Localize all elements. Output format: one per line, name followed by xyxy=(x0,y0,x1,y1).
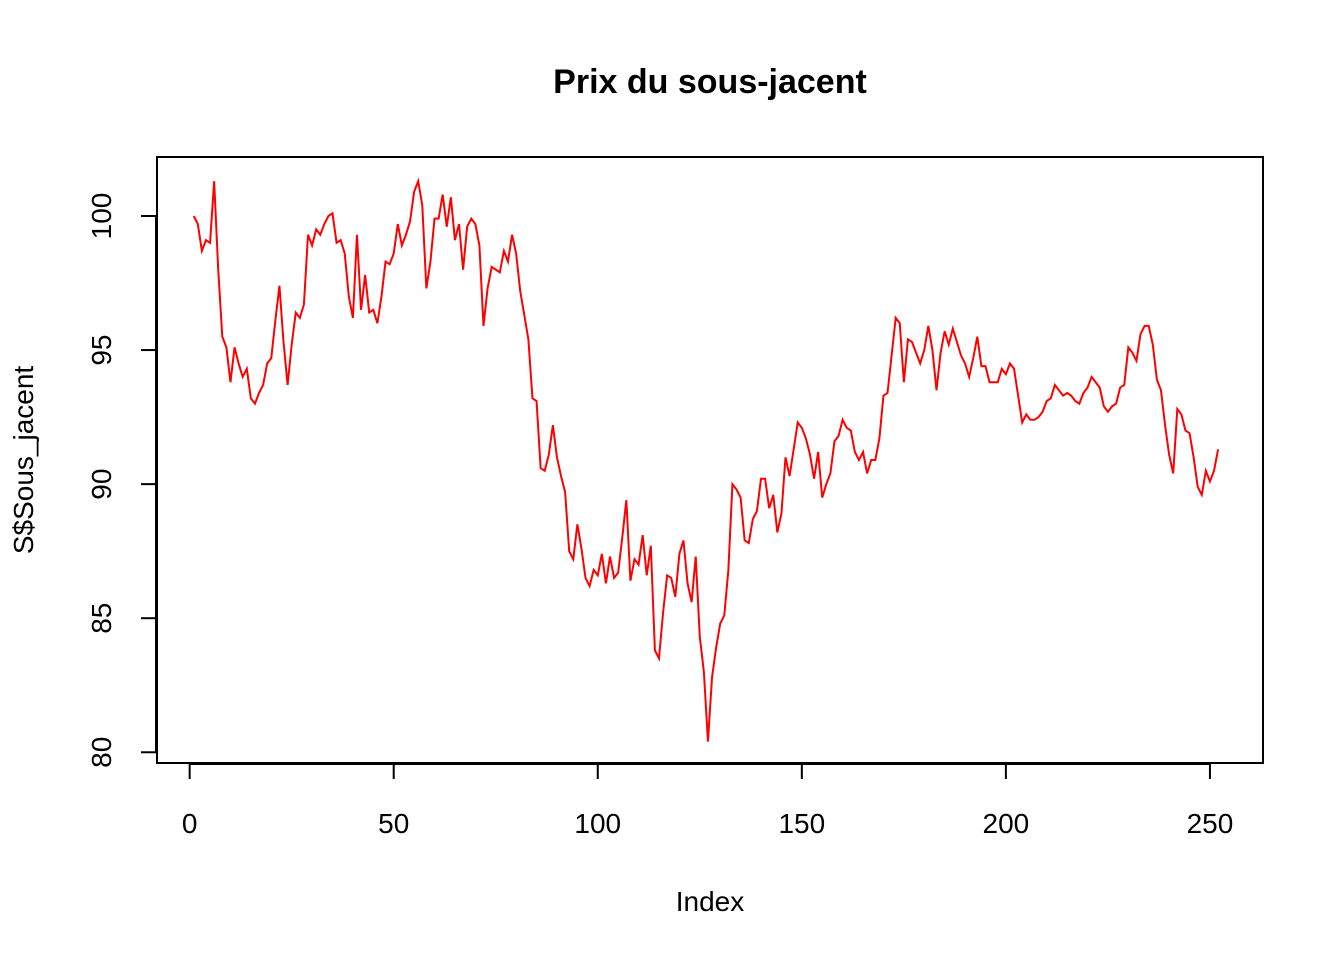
plot-frame xyxy=(156,156,1264,764)
y-axis-label: S$Sous_jacent xyxy=(8,366,39,555)
y-tick-label: 85 xyxy=(86,603,117,634)
x-tick-label: 250 xyxy=(1187,808,1234,839)
x-tick-label: 100 xyxy=(574,808,621,839)
x-tick-label: 0 xyxy=(182,808,198,839)
x-tick-label: 50 xyxy=(378,808,409,839)
y-tick-label: 80 xyxy=(86,737,117,768)
chart-title: Prix du sous-jacent xyxy=(553,63,867,101)
x-axis-label: Index xyxy=(676,886,745,917)
x-axis: 0 50 100 150 200 250 xyxy=(182,763,1234,839)
y-tick-label: 95 xyxy=(86,334,117,365)
y-tick-label: 90 xyxy=(86,469,117,500)
y-tick-label: 100 xyxy=(86,193,117,240)
y-axis: 80 85 90 95 100 xyxy=(86,193,157,768)
x-tick-label: 150 xyxy=(778,808,825,839)
x-tick-label: 200 xyxy=(983,808,1030,839)
series-line xyxy=(192,177,1220,742)
